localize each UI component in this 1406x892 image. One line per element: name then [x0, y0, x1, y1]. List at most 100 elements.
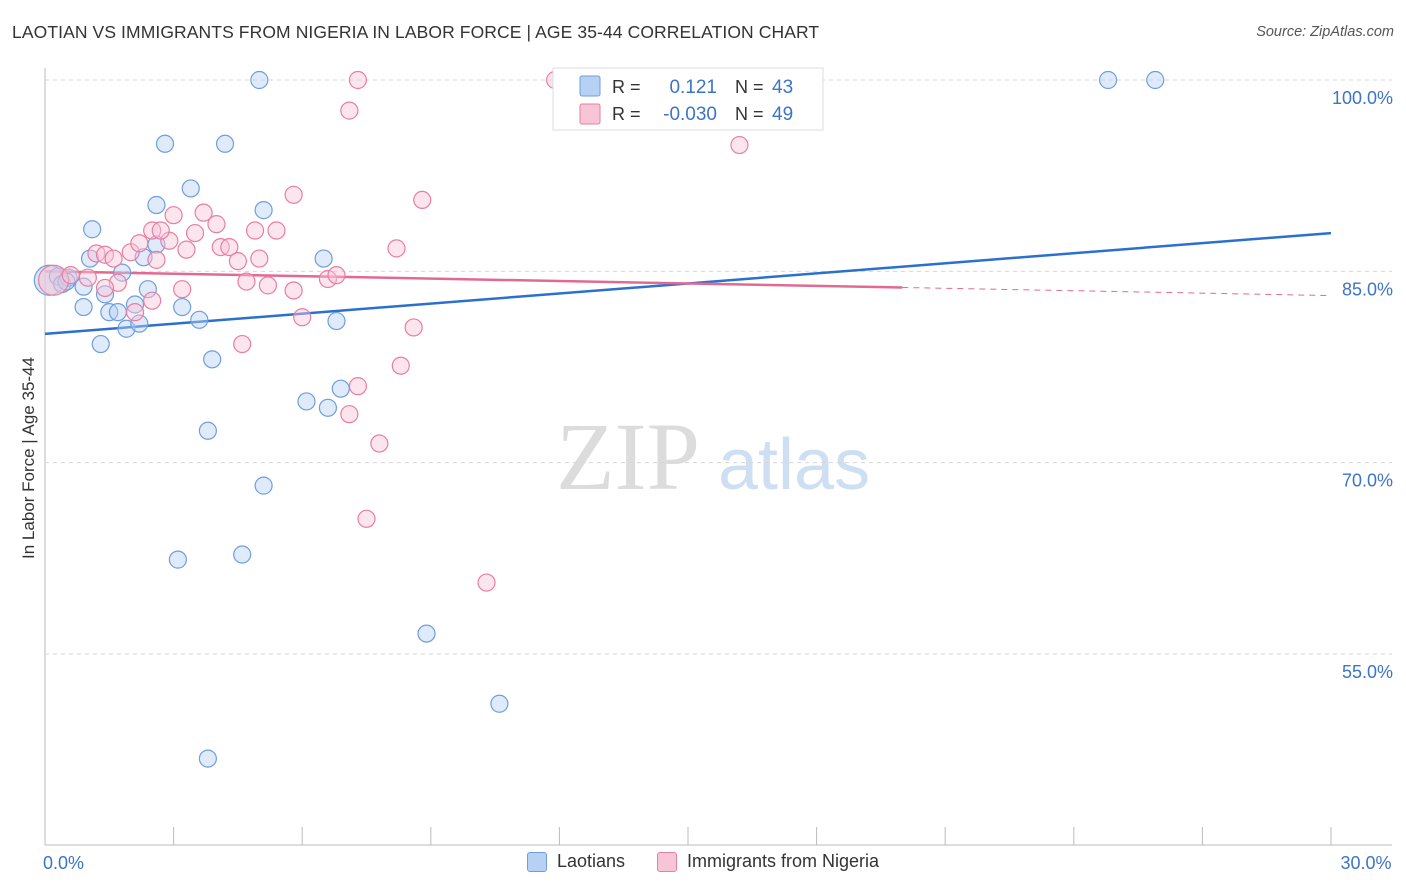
laotians-point-22[interactable] — [155, 134, 175, 153]
laotians-point-28[interactable] — [314, 249, 333, 268]
laotians-point-25[interactable] — [250, 70, 269, 90]
laotians-point-16[interactable] — [130, 314, 149, 333]
nigeria-point-22[interactable] — [284, 185, 303, 204]
y-tick-label-55: 55.0% — [1342, 662, 1393, 682]
nigeria-point-21[interactable] — [267, 221, 286, 240]
nigeria-point-33[interactable] — [348, 70, 368, 90]
nigeria-point-29[interactable] — [284, 281, 303, 300]
laotians-point-34[interactable] — [233, 545, 252, 564]
legend-label-nigeria: Immigrants from Nigeria — [687, 851, 880, 871]
laotians-point-39[interactable] — [198, 749, 217, 768]
laotians-point-30[interactable] — [297, 392, 316, 411]
laotians-point-6[interactable] — [83, 220, 102, 239]
nigeria-point-18[interactable] — [228, 252, 247, 271]
stats-n-label-1: N = — [735, 77, 764, 97]
laotians-point-29[interactable] — [331, 379, 350, 398]
legend-item-laotians[interactable]: Laotians — [526, 851, 625, 872]
laotians-point-20[interactable] — [147, 195, 166, 215]
nigeria-point-38[interactable] — [404, 318, 423, 337]
laotians-point-32[interactable] — [198, 421, 217, 440]
nigeria-point-34[interactable] — [340, 101, 359, 120]
y-tick-labels: 100.0% 85.0% 70.0% 55.0% — [1332, 88, 1393, 682]
nigeria-point-28[interactable] — [258, 276, 278, 295]
laotians-point-27[interactable] — [203, 350, 222, 369]
nigeria-point-0[interactable] — [37, 264, 70, 296]
nigeria-point-13[interactable] — [177, 240, 196, 259]
y-tick-label-70: 70.0% — [1342, 471, 1393, 491]
nigeria-point-27[interactable] — [237, 272, 256, 291]
laotians-point-36[interactable] — [327, 311, 346, 331]
legend-item-nigeria[interactable]: Immigrants from Nigeria — [657, 851, 879, 872]
laotians-point-13[interactable] — [108, 303, 127, 322]
laotians-point-19[interactable] — [190, 310, 209, 329]
nigeria-point-46[interactable] — [730, 135, 749, 155]
laotians-point-35[interactable] — [254, 476, 273, 495]
chart-title: LAOTIAN VS IMMIGRANTS FROM NIGERIA IN LA… — [12, 22, 820, 42]
nigeria-point-24[interactable] — [125, 303, 145, 322]
laotians-point-4[interactable] — [74, 277, 93, 296]
gridlines — [45, 79, 1392, 655]
nigeria-point-4[interactable] — [95, 245, 115, 264]
nigeria-point-20[interactable] — [250, 249, 269, 268]
laotians-point-33[interactable] — [168, 550, 187, 569]
laotians-point-41[interactable] — [1146, 70, 1165, 90]
nigeria-point-1[interactable] — [61, 266, 80, 285]
laotians-point-26[interactable] — [91, 334, 110, 354]
stats-r-value-1: 0.121 — [669, 77, 717, 98]
nigeria-point-15[interactable] — [207, 215, 226, 234]
nigeria-point-17[interactable] — [220, 237, 239, 257]
nigeria-point-2[interactable] — [78, 268, 97, 287]
laotians-point-24[interactable] — [254, 201, 273, 220]
nigeria-point-35[interactable] — [233, 334, 252, 354]
nigeria-point-42[interactable] — [370, 434, 389, 453]
nigeria-point-14[interactable] — [194, 203, 213, 222]
stats-n-value-1: 43 — [772, 77, 793, 98]
data-points — [33, 70, 1165, 768]
laotians-point-38[interactable] — [490, 694, 509, 713]
legend-label-laotians: Laotians — [556, 851, 625, 871]
watermark-zip: ZIP — [556, 403, 700, 510]
y-axis-label: In Labor Force | Age 35-44 — [19, 357, 38, 559]
trend-line-ext-1 — [902, 286, 1332, 297]
nigeria-point-48[interactable] — [104, 249, 123, 268]
nigeria-point-37[interactable] — [391, 356, 410, 375]
laotians-point-37[interactable] — [417, 624, 436, 643]
trend-lines — [44, 231, 1332, 336]
nigeria-point-43[interactable] — [357, 509, 376, 528]
nigeria-point-36[interactable] — [387, 239, 406, 258]
nigeria-point-25[interactable] — [143, 291, 162, 310]
stats-r-label-1: R = — [612, 77, 641, 97]
stats-n-value-2: 49 — [772, 104, 793, 125]
nigeria-point-19[interactable] — [245, 221, 265, 240]
nigeria-point-47[interactable] — [185, 223, 205, 243]
x-tick-label-30: 30.0% — [1340, 853, 1391, 873]
nigeria-point-40[interactable] — [348, 377, 368, 396]
laotians-point-15[interactable] — [125, 295, 145, 314]
nigeria-point-30[interactable] — [293, 308, 312, 327]
nigeria-point-7[interactable] — [130, 234, 149, 253]
laotians-point-40[interactable] — [1098, 70, 1118, 90]
x-tick-label-0: 0.0% — [43, 853, 84, 873]
laotians-point-21[interactable] — [181, 179, 200, 198]
laotians-point-7[interactable] — [95, 285, 115, 304]
laotians-point-8[interactable] — [113, 263, 132, 282]
nigeria-point-8[interactable] — [147, 250, 166, 269]
stats-legend: R = 0.121 N = 43 R = -0.030 N = 49 — [552, 67, 824, 131]
nigeria-point-23[interactable] — [95, 278, 115, 298]
nigeria-point-39[interactable] — [413, 190, 432, 210]
laotians-point-17[interactable] — [138, 280, 157, 299]
nigeria-point-32[interactable] — [327, 266, 346, 285]
laotians-point-11[interactable] — [74, 297, 93, 317]
laotians-point-31[interactable] — [318, 398, 338, 417]
nigeria-point-11[interactable] — [151, 221, 170, 240]
bottom-legend: Laotians Immigrants from Nigeria — [0, 851, 1406, 872]
y-tick-label-85: 85.0% — [1342, 279, 1393, 299]
nigeria-point-31[interactable] — [318, 269, 338, 289]
stats-legend-swatch-nigeria — [579, 103, 601, 125]
nigeria-point-41[interactable] — [340, 405, 359, 424]
nigeria-point-12[interactable] — [164, 206, 183, 225]
laotians-point-23[interactable] — [215, 134, 235, 153]
laotians-point-18[interactable] — [173, 297, 192, 317]
nigeria-point-44[interactable] — [477, 573, 496, 592]
nigeria-point-26[interactable] — [173, 280, 192, 299]
